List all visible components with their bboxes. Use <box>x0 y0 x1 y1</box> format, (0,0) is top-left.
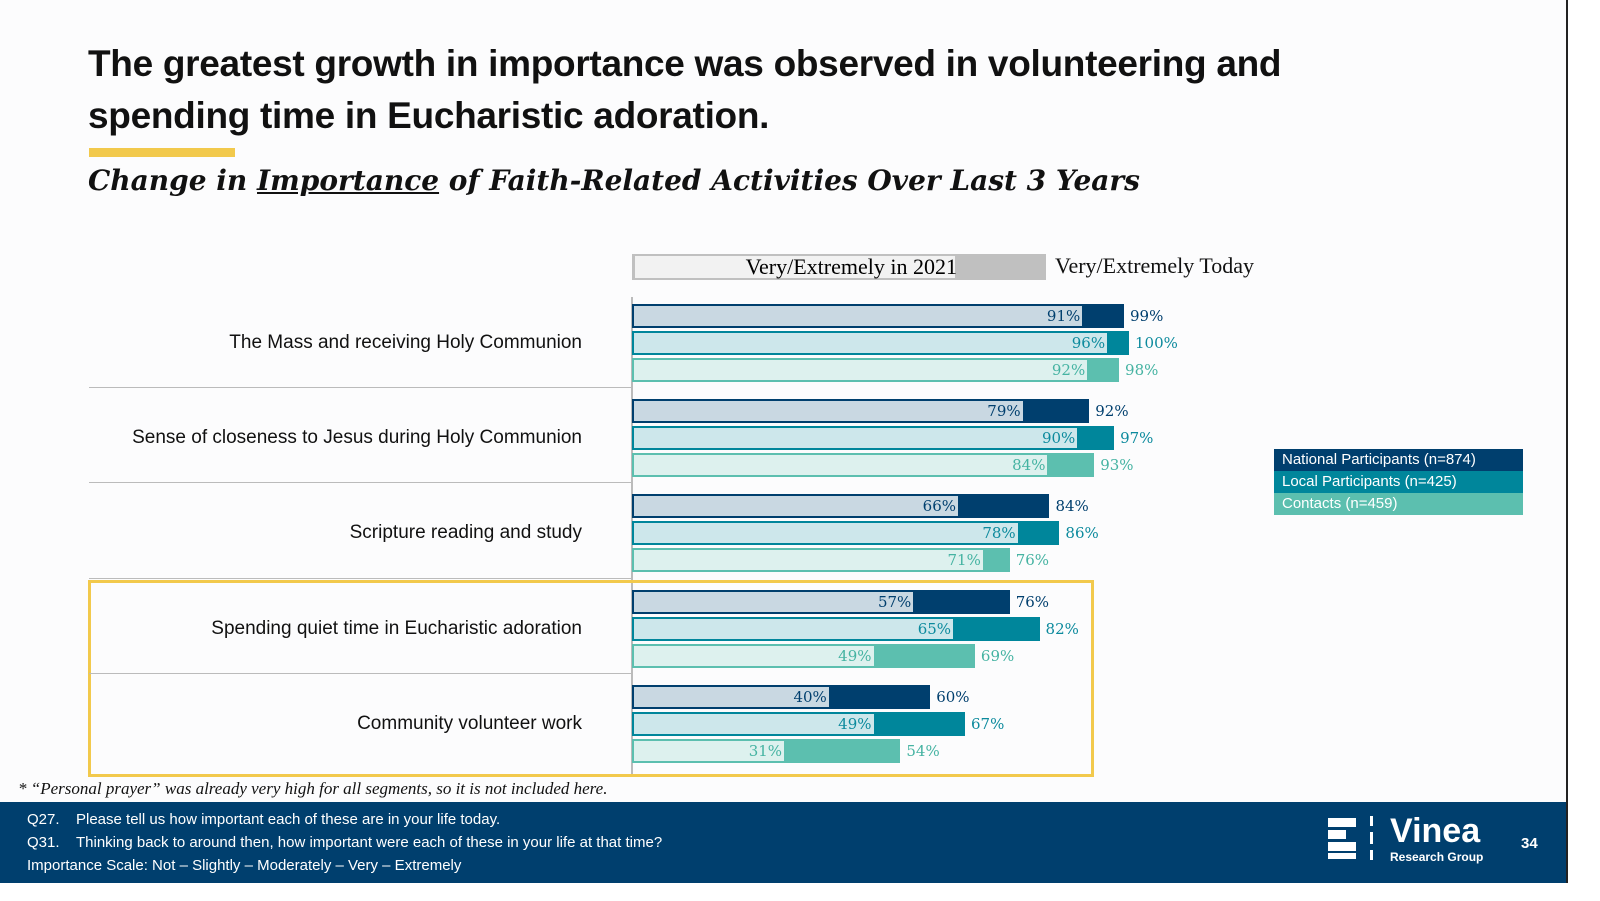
q-text: Please tell us how important each of the… <box>76 811 501 828</box>
category-label: Community volunteer work <box>357 712 582 734</box>
value-label-2021: 90% <box>1041 429 1076 448</box>
header-2021-label: Very/Extremely in 2021 <box>745 254 957 279</box>
value-label-today: 93% <box>1100 456 1134 475</box>
footnote: * “Personal prayer” was already very hig… <box>18 779 608 798</box>
bar-2021 <box>632 738 787 763</box>
subtitle-post: of Faith-Related Activities Over Last 3 … <box>439 164 1140 197</box>
value-label-today: 84% <box>1055 497 1089 516</box>
bar-2021 <box>632 616 956 641</box>
category-label: Sense of closeness to Jesus during Holy … <box>132 427 582 449</box>
value-label-today: 69% <box>980 646 1015 665</box>
value-label-today: 99% <box>1130 307 1164 325</box>
value-label-today: 60% <box>936 687 970 706</box>
bar-2021 <box>632 331 1110 355</box>
value-label-today: 92% <box>1095 402 1129 421</box>
category-separator <box>89 672 632 674</box>
value-label-today: 82% <box>1045 619 1079 638</box>
legend: National Participants (n=874) Local Parti… <box>1274 449 1523 515</box>
bar-2021 <box>632 453 1050 478</box>
bar-2021 <box>632 521 1020 546</box>
value-label-2021: 91% <box>1046 307 1081 325</box>
header-today: Very/Extremely Today <box>1055 253 1255 278</box>
bar-2021 <box>632 711 876 736</box>
footer-scale: Importance Scale: Not – Slightly – Moder… <box>27 857 462 874</box>
footer: Q27. Please tell us how important each of… <box>0 802 1566 883</box>
bar-2021 <box>632 426 1080 451</box>
bar-2021 <box>632 684 831 709</box>
legend-item: Local Participants (n=425) <box>1274 471 1523 493</box>
value-label-today: 76% <box>1015 551 1050 570</box>
value-label-today: 100% <box>1135 334 1178 352</box>
footer-q31: Q31. Thinking back to around then, how im… <box>27 834 662 851</box>
chart-subtitle: Change in Importance of Faith-Related Ac… <box>88 164 1140 197</box>
category-separator <box>89 577 632 579</box>
bar-2021 <box>632 304 1085 328</box>
value-label-today: 76% <box>1015 592 1050 611</box>
logo-name: Vinea <box>1390 812 1481 850</box>
value-label-2021: 57% <box>877 592 912 611</box>
value-label-2021: 79% <box>987 402 1021 421</box>
value-label-2021: 71% <box>947 551 981 570</box>
value-label-2021: 96% <box>1071 334 1106 352</box>
header-legend-box: Very/Extremely in 2021 <box>632 254 1046 280</box>
category-label: The Mass and receiving Holy Communion <box>229 332 582 353</box>
category-label: Spending quiet time in Eucharistic adora… <box>211 617 582 639</box>
q-text: Thinking back to around then, how import… <box>76 834 663 851</box>
legend-item: National Participants (n=874) <box>1274 449 1523 471</box>
footer-q27: Q27. Please tell us how important each of… <box>27 811 500 828</box>
value-label-2021: 65% <box>917 619 952 638</box>
logo-subtitle: Research Group <box>1390 850 1484 864</box>
highlight-box <box>88 580 1094 777</box>
bar-2021 <box>632 643 876 668</box>
value-label-2021: 84% <box>1012 456 1046 475</box>
subtitle-pre: Change in <box>88 164 258 197</box>
q-number: Q31. <box>27 834 60 851</box>
accent-bar <box>89 148 235 157</box>
bar-2021 <box>632 548 985 573</box>
q-number: Q27. <box>27 811 60 828</box>
value-label-2021: 66% <box>922 497 957 516</box>
legend-item: Contacts (n=459) <box>1274 493 1523 515</box>
value-label-2021: 31% <box>748 741 783 760</box>
slide: The greatest growth in importance was ob… <box>0 0 1568 883</box>
value-label-2021: 92% <box>1051 361 1086 379</box>
header-2021: Very/Extremely in 2021 <box>635 254 957 279</box>
value-label-2021: 49% <box>838 714 872 733</box>
slide-title: The greatest growth in importance was ob… <box>88 43 1282 136</box>
bar-2021 <box>632 494 961 519</box>
value-label-today: 67% <box>970 714 1005 733</box>
value-label-2021: 40% <box>793 687 827 706</box>
bar-2021 <box>632 399 1025 424</box>
value-label-2021: 78% <box>982 524 1016 543</box>
value-label-today: 86% <box>1065 524 1099 543</box>
vinea-logo-icon <box>1328 816 1373 860</box>
value-label-2021: 49% <box>838 646 872 665</box>
value-label-today: 97% <box>1120 429 1154 448</box>
category-separator <box>89 387 632 389</box>
bar-2021 <box>632 589 916 614</box>
subtitle-underlined: Importance <box>257 164 440 197</box>
value-label-today: 98% <box>1125 361 1159 379</box>
bar-2021 <box>632 358 1090 382</box>
page-number: 34 <box>1521 835 1538 852</box>
category-separator <box>89 482 632 484</box>
value-label-today: 54% <box>906 741 940 760</box>
category-label: Scripture reading and study <box>349 522 582 544</box>
